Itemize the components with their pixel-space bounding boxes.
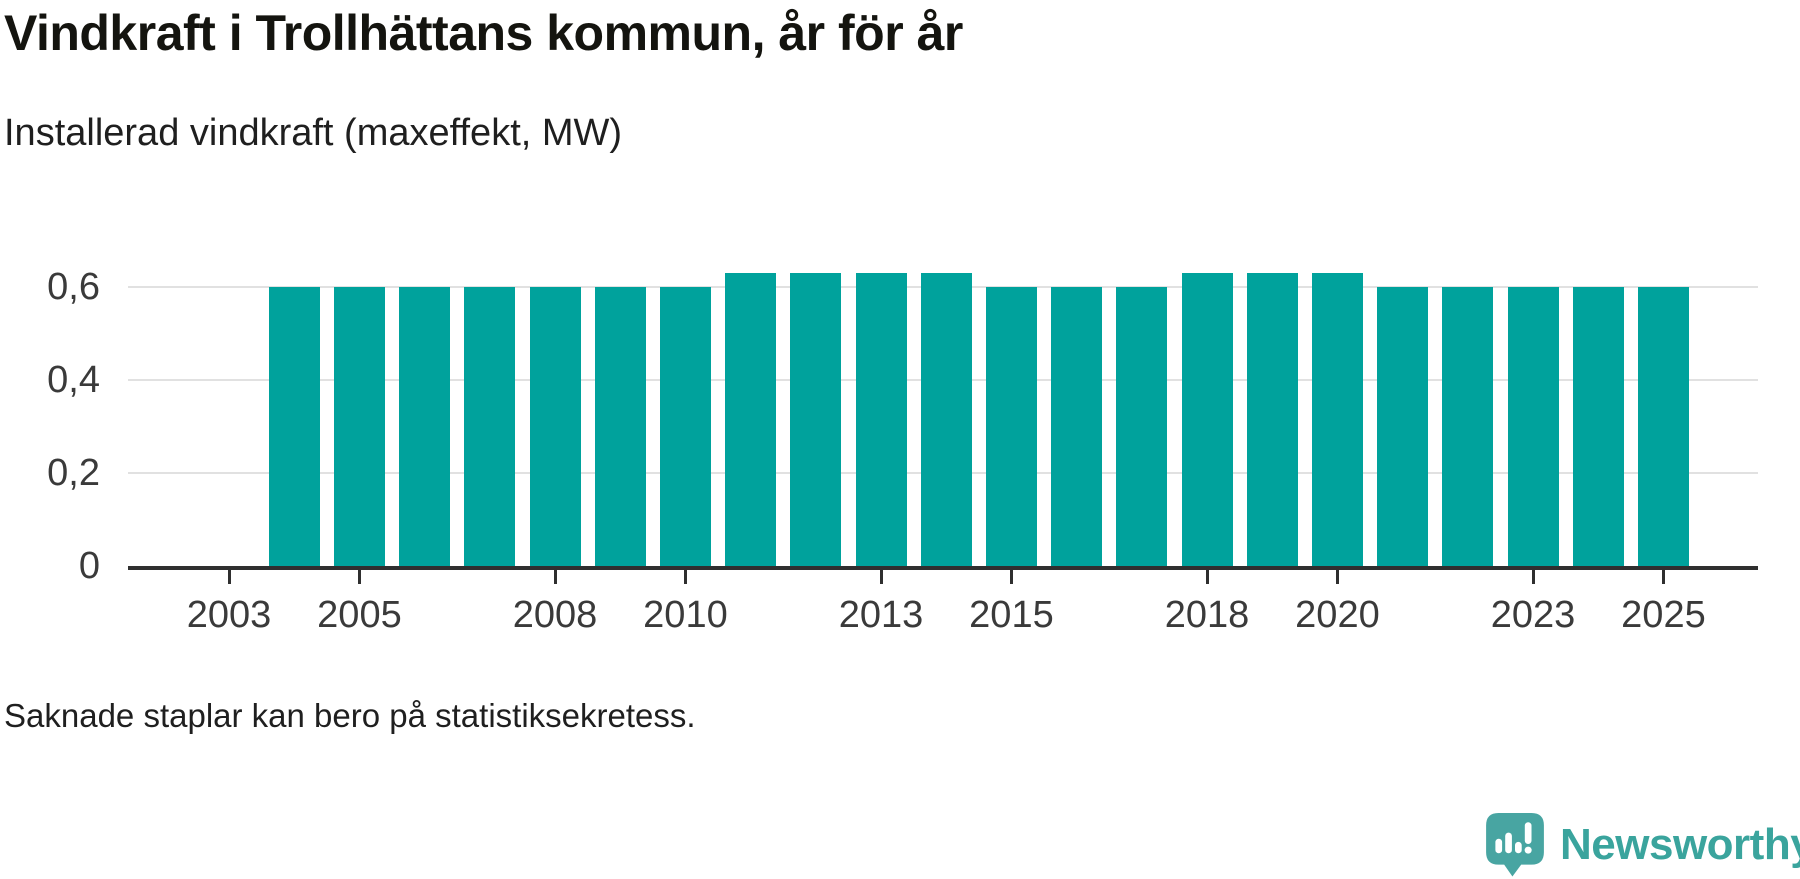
x-axis-line [128,566,1758,570]
x-tick-2013 [879,570,883,584]
x-axis-label-2010: 2010 [643,594,728,636]
chart-title: Vindkraft i Trollhättans kommun, år för … [4,5,963,61]
x-tick-2020 [1335,570,1339,584]
bar-2013 [855,272,907,566]
bar-2017 [1116,286,1168,566]
bar-2016 [1051,286,1103,566]
bar-2019 [1246,272,1298,566]
bar-2020 [1311,272,1363,566]
plot-area: 0 0,2 0,4 0,6 2003 2005 2008 2010 2013 2015 2018 20… [47,240,1758,636]
x-axis-label-2015: 2015 [969,594,1054,636]
x-tick-2003 [227,570,231,584]
y-axis-label-0,2: 0,2 [47,451,100,494]
y-axis-label-0: 0 [78,545,100,587]
x-tick-2008 [553,570,557,584]
bar-2011 [725,272,777,566]
x-tick-2018 [1205,570,1209,584]
bar-2006 [399,286,451,566]
bar-2007 [464,286,516,566]
x-axis-label-2020: 2020 [1295,594,1380,636]
newsworthy-logo: Newsworthy [1486,812,1800,878]
bar-2015 [985,286,1037,566]
bar-2005 [333,286,385,566]
bar-2004 [268,286,320,566]
bar-2014 [920,272,972,566]
x-tick-2023 [1531,570,1535,584]
bar-2010 [659,286,711,566]
bar-2009 [594,286,646,566]
footnote: Saknade staplar kan bero på statistiksek… [4,697,696,734]
x-tick-2015 [1009,570,1013,584]
newsworthy-wordmark: Newsworthy [1560,820,1800,869]
bar-2012 [790,272,842,566]
x-axis-label-2008: 2008 [512,594,598,636]
x-axis-label-2013: 2013 [838,594,924,636]
x-axis-label-2003: 2003 [186,594,272,636]
x-tick-2010 [683,570,687,584]
y-axis-label-0,6: 0,6 [47,265,100,308]
newsworthy-logo-icon [1486,813,1544,877]
x-axis-label-2023: 2023 [1490,594,1576,636]
bar-2024 [1572,286,1624,566]
bar-2022 [1442,286,1494,566]
chart-subtitle: Installerad vindkraft (maxeffekt, MW) [4,112,623,154]
x-axis-label-2005: 2005 [317,594,402,636]
x-axis-label-2018: 2018 [1164,594,1250,636]
bar-2023 [1507,286,1559,566]
y-axis-label-0,4: 0,4 [47,358,100,401]
x-tick-2005 [357,570,361,584]
x-axis-label-2025: 2025 [1621,594,1706,636]
bar-2021 [1377,286,1429,566]
bar-2025 [1637,286,1689,566]
bar-2018 [1181,272,1233,566]
bar-2008 [529,286,581,566]
x-tick-2025 [1661,570,1665,584]
